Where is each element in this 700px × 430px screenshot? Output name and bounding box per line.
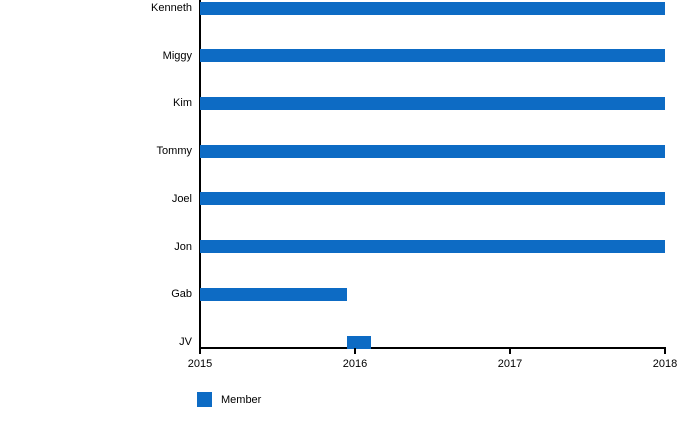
x-tick-label: 2017	[497, 358, 523, 370]
bar	[200, 287, 348, 301]
bar	[200, 96, 665, 110]
category-label: JV	[179, 336, 192, 348]
category-label: Kenneth	[151, 2, 192, 14]
x-tick-mark	[664, 348, 666, 354]
x-tick-label: 2015	[187, 358, 213, 370]
x-tick-mark	[354, 348, 356, 354]
legend: Member	[197, 392, 261, 407]
x-tick-mark	[199, 348, 201, 354]
legend-swatch	[197, 392, 212, 407]
x-tick-label: 2018	[652, 358, 678, 370]
bar	[200, 49, 665, 63]
bar	[347, 335, 371, 349]
x-tick-label: 2016	[342, 358, 368, 370]
bar	[200, 240, 665, 254]
category-label: Kim	[173, 97, 192, 110]
category-label: Joel	[171, 192, 192, 205]
bar	[200, 144, 665, 158]
x-axis-line	[199, 347, 666, 349]
x-tick-mark	[509, 348, 511, 354]
category-label: Jon	[174, 240, 192, 253]
category-label: Miggy	[162, 49, 192, 62]
legend-label: Member	[221, 393, 262, 406]
bar	[200, 192, 665, 206]
bar	[200, 1, 665, 15]
category-label: Tommy	[156, 145, 192, 158]
y-axis-line	[199, 0, 201, 349]
category-label: Gab	[171, 288, 192, 301]
